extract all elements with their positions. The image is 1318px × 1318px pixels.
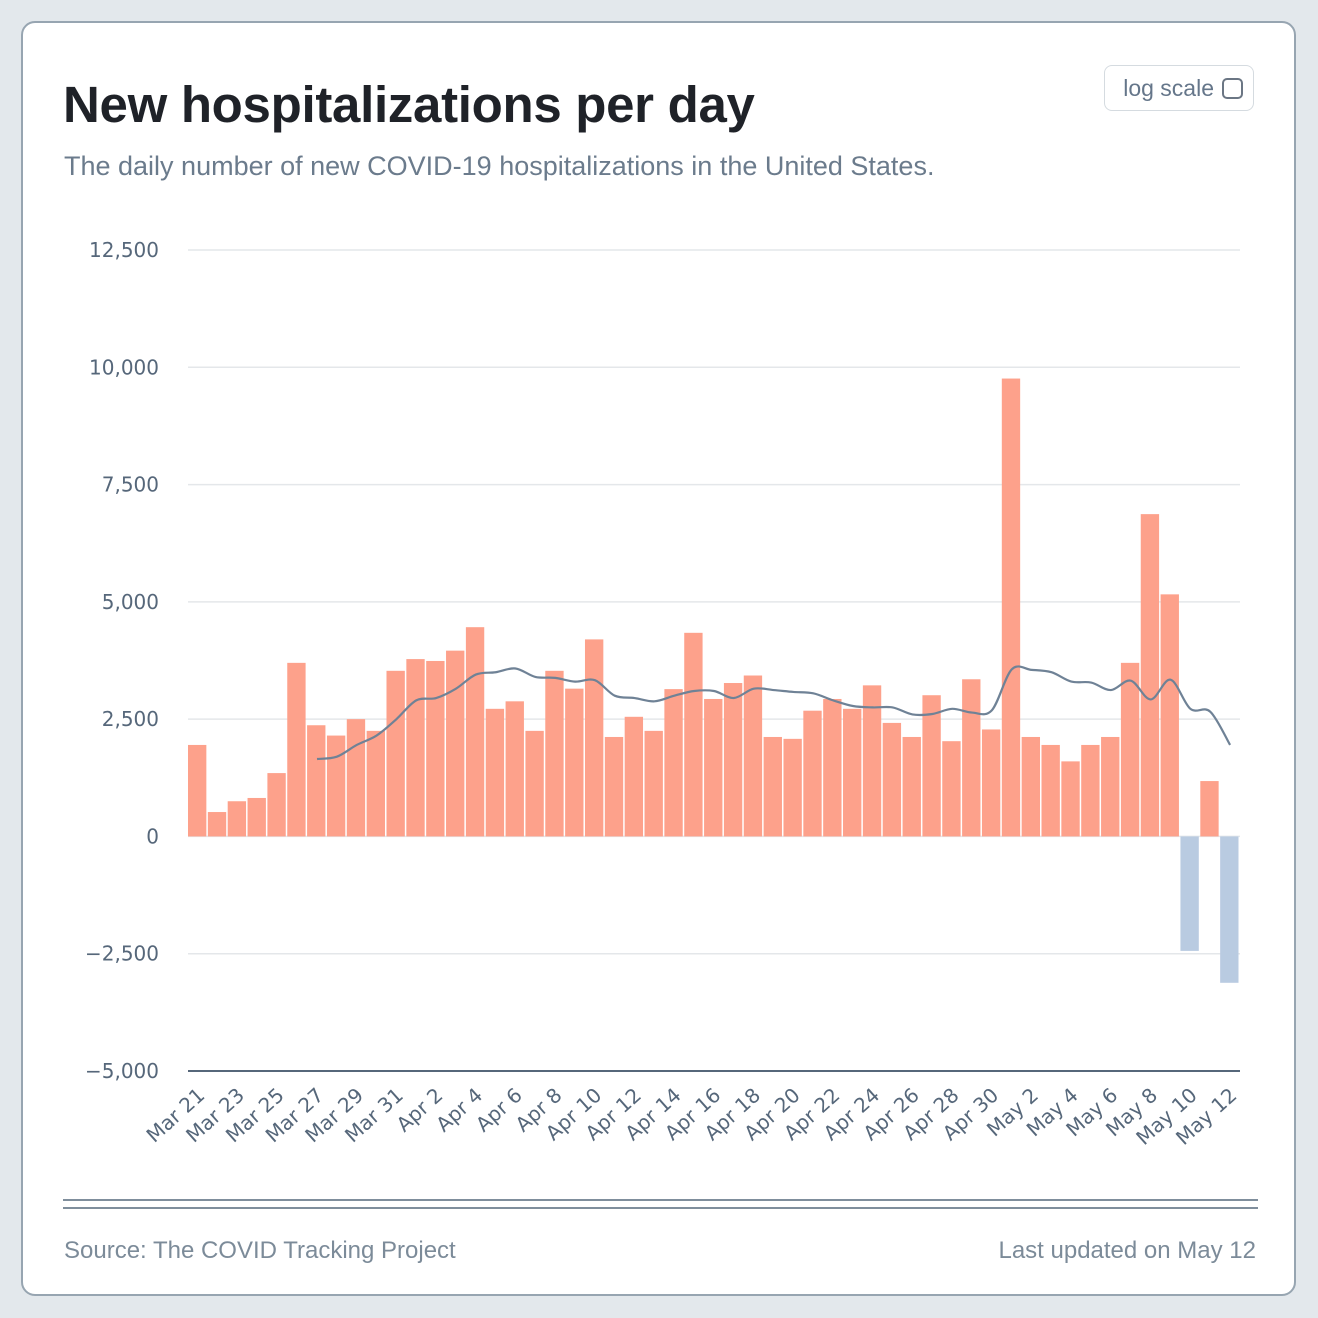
bar bbox=[783, 738, 802, 837]
y-tick-label: 10,000 bbox=[89, 355, 159, 379]
bar bbox=[1021, 736, 1041, 837]
grid-lines bbox=[188, 249, 1240, 955]
bar bbox=[287, 662, 306, 837]
bar bbox=[1001, 378, 1021, 837]
bar bbox=[1140, 514, 1160, 837]
bar bbox=[465, 627, 485, 837]
bar bbox=[684, 632, 703, 837]
bar bbox=[882, 722, 902, 837]
bar bbox=[1081, 744, 1100, 837]
bar bbox=[981, 729, 1001, 837]
bar bbox=[1200, 781, 1219, 837]
bar bbox=[942, 741, 961, 837]
bar bbox=[207, 812, 227, 837]
bar bbox=[307, 725, 326, 837]
y-tick-label: −2,500 bbox=[85, 942, 159, 966]
bar bbox=[723, 683, 743, 837]
bar bbox=[1061, 761, 1080, 837]
bar bbox=[267, 773, 286, 837]
bar bbox=[862, 685, 882, 837]
y-axis-ticks: 12,500 10,000 7,500 5,000 2,500 0 −2,500 −5,000 bbox=[85, 238, 159, 1083]
bar bbox=[922, 695, 941, 837]
log-scale-label: log scale bbox=[1123, 74, 1214, 101]
log-scale-toggle[interactable]: log scale bbox=[1104, 65, 1254, 111]
chart-card: New hospitalizations per day The daily n… bbox=[21, 21, 1296, 1296]
bar bbox=[446, 650, 465, 837]
bar bbox=[843, 708, 862, 837]
bar bbox=[525, 730, 544, 837]
bar bbox=[704, 698, 723, 837]
bar bbox=[545, 670, 564, 837]
bar bbox=[902, 736, 921, 837]
chart-subtitle: The daily number of new COVID-19 hospita… bbox=[64, 151, 935, 181]
bar bbox=[346, 719, 366, 837]
y-tick-label: 0 bbox=[146, 824, 159, 848]
y-tick-label: 12,500 bbox=[89, 238, 159, 262]
seven-day-average-line bbox=[316, 665, 1232, 761]
bar bbox=[505, 701, 524, 837]
y-tick-label: −5,000 bbox=[85, 1059, 159, 1083]
bar bbox=[664, 689, 683, 837]
bar bbox=[366, 730, 385, 837]
bar bbox=[247, 797, 266, 837]
bar bbox=[326, 735, 346, 837]
y-tick-label: 2,500 bbox=[102, 707, 159, 731]
footer-rule-top bbox=[63, 1199, 1258, 1201]
bar bbox=[1220, 836, 1239, 983]
bar bbox=[426, 660, 445, 837]
hospitalizations-chart: 12,500 10,000 7,500 5,000 2,500 0 −2,500 −5,000… bbox=[85, 238, 1242, 1150]
bar bbox=[1101, 736, 1120, 837]
bar bbox=[743, 675, 763, 837]
bars bbox=[188, 378, 1239, 983]
bar bbox=[803, 710, 822, 837]
source-note: Source: The COVID Tracking Project bbox=[64, 1237, 456, 1264]
bar bbox=[644, 730, 663, 837]
last-updated-note: Last updated on May 12 bbox=[998, 1237, 1256, 1264]
bar bbox=[604, 736, 624, 837]
bar bbox=[227, 801, 247, 837]
log-scale-checkbox[interactable] bbox=[1222, 77, 1243, 99]
bar bbox=[763, 736, 782, 837]
bar bbox=[1180, 836, 1199, 951]
bar bbox=[962, 679, 981, 837]
bar bbox=[485, 708, 505, 837]
bar bbox=[386, 670, 405, 837]
bar bbox=[823, 698, 842, 837]
bar bbox=[624, 716, 644, 837]
bar bbox=[1120, 662, 1140, 837]
bar bbox=[584, 639, 604, 837]
bar bbox=[406, 659, 425, 837]
footer-rule-bottom bbox=[63, 1207, 1258, 1209]
y-tick-label: 5,000 bbox=[102, 590, 159, 614]
bar bbox=[1041, 744, 1060, 837]
bar bbox=[565, 688, 584, 837]
y-tick-label: 7,500 bbox=[102, 473, 159, 497]
chart-title: New hospitalizations per day bbox=[63, 76, 755, 133]
bar bbox=[1160, 594, 1179, 837]
bar bbox=[188, 744, 207, 837]
